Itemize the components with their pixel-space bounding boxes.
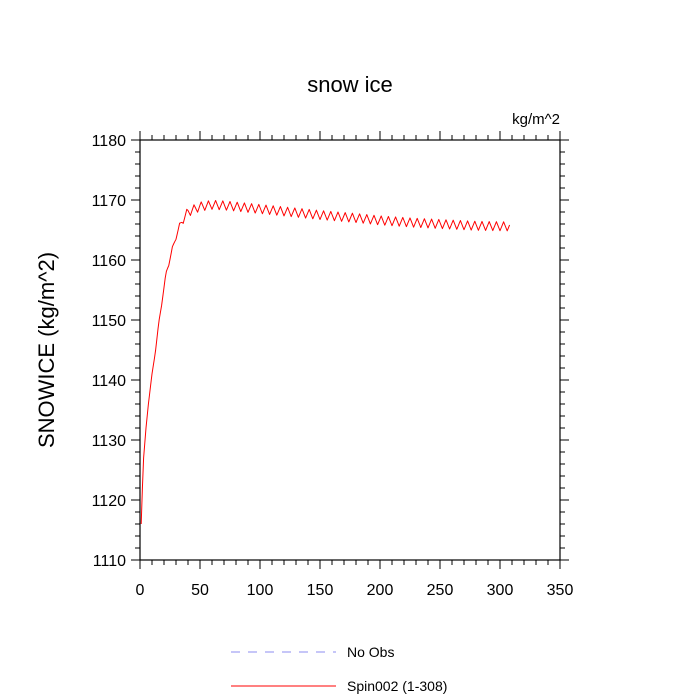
- x-tick-label: 50: [191, 582, 209, 599]
- series-line-spin002: [140, 199, 511, 525]
- x-tick-label: 250: [427, 582, 454, 599]
- tick-labels: 0 50 100 150 200 250 300 350 1110 1120 1130 1140 115…: [92, 133, 574, 599]
- y-tick-label: 1160: [92, 253, 127, 270]
- y-axis-label: SNOWICE (kg/m^2): [34, 252, 59, 448]
- y-tick-label: 1140: [92, 373, 127, 390]
- chart-title: snow ice: [307, 72, 393, 97]
- unit-label: kg/m^2: [512, 111, 560, 128]
- plot-lines: [140, 199, 511, 525]
- x-tick-label: 100: [247, 582, 274, 599]
- x-tick-label: 150: [307, 582, 334, 599]
- y-tick-label: 1120: [92, 493, 127, 510]
- x-tick-label: 0: [136, 582, 145, 599]
- legend-label-no-obs: No Obs: [347, 644, 394, 660]
- y-tick-label: 1150: [92, 313, 127, 330]
- axis-ticks: [131, 131, 569, 569]
- x-tick-label: 350: [547, 582, 574, 599]
- legend-label-spin002: Spin002 (1-308): [347, 678, 447, 694]
- y-tick-label: 1170: [92, 193, 127, 210]
- legend: No Obs Spin002 (1-308): [231, 644, 447, 694]
- x-tick-label: 200: [367, 582, 394, 599]
- y-tick-label: 1110: [93, 553, 126, 570]
- plot-frame: [139, 139, 561, 561]
- y-tick-label: 1130: [92, 433, 127, 450]
- y-tick-label: 1180: [92, 133, 127, 150]
- x-tick-label: 300: [487, 582, 514, 599]
